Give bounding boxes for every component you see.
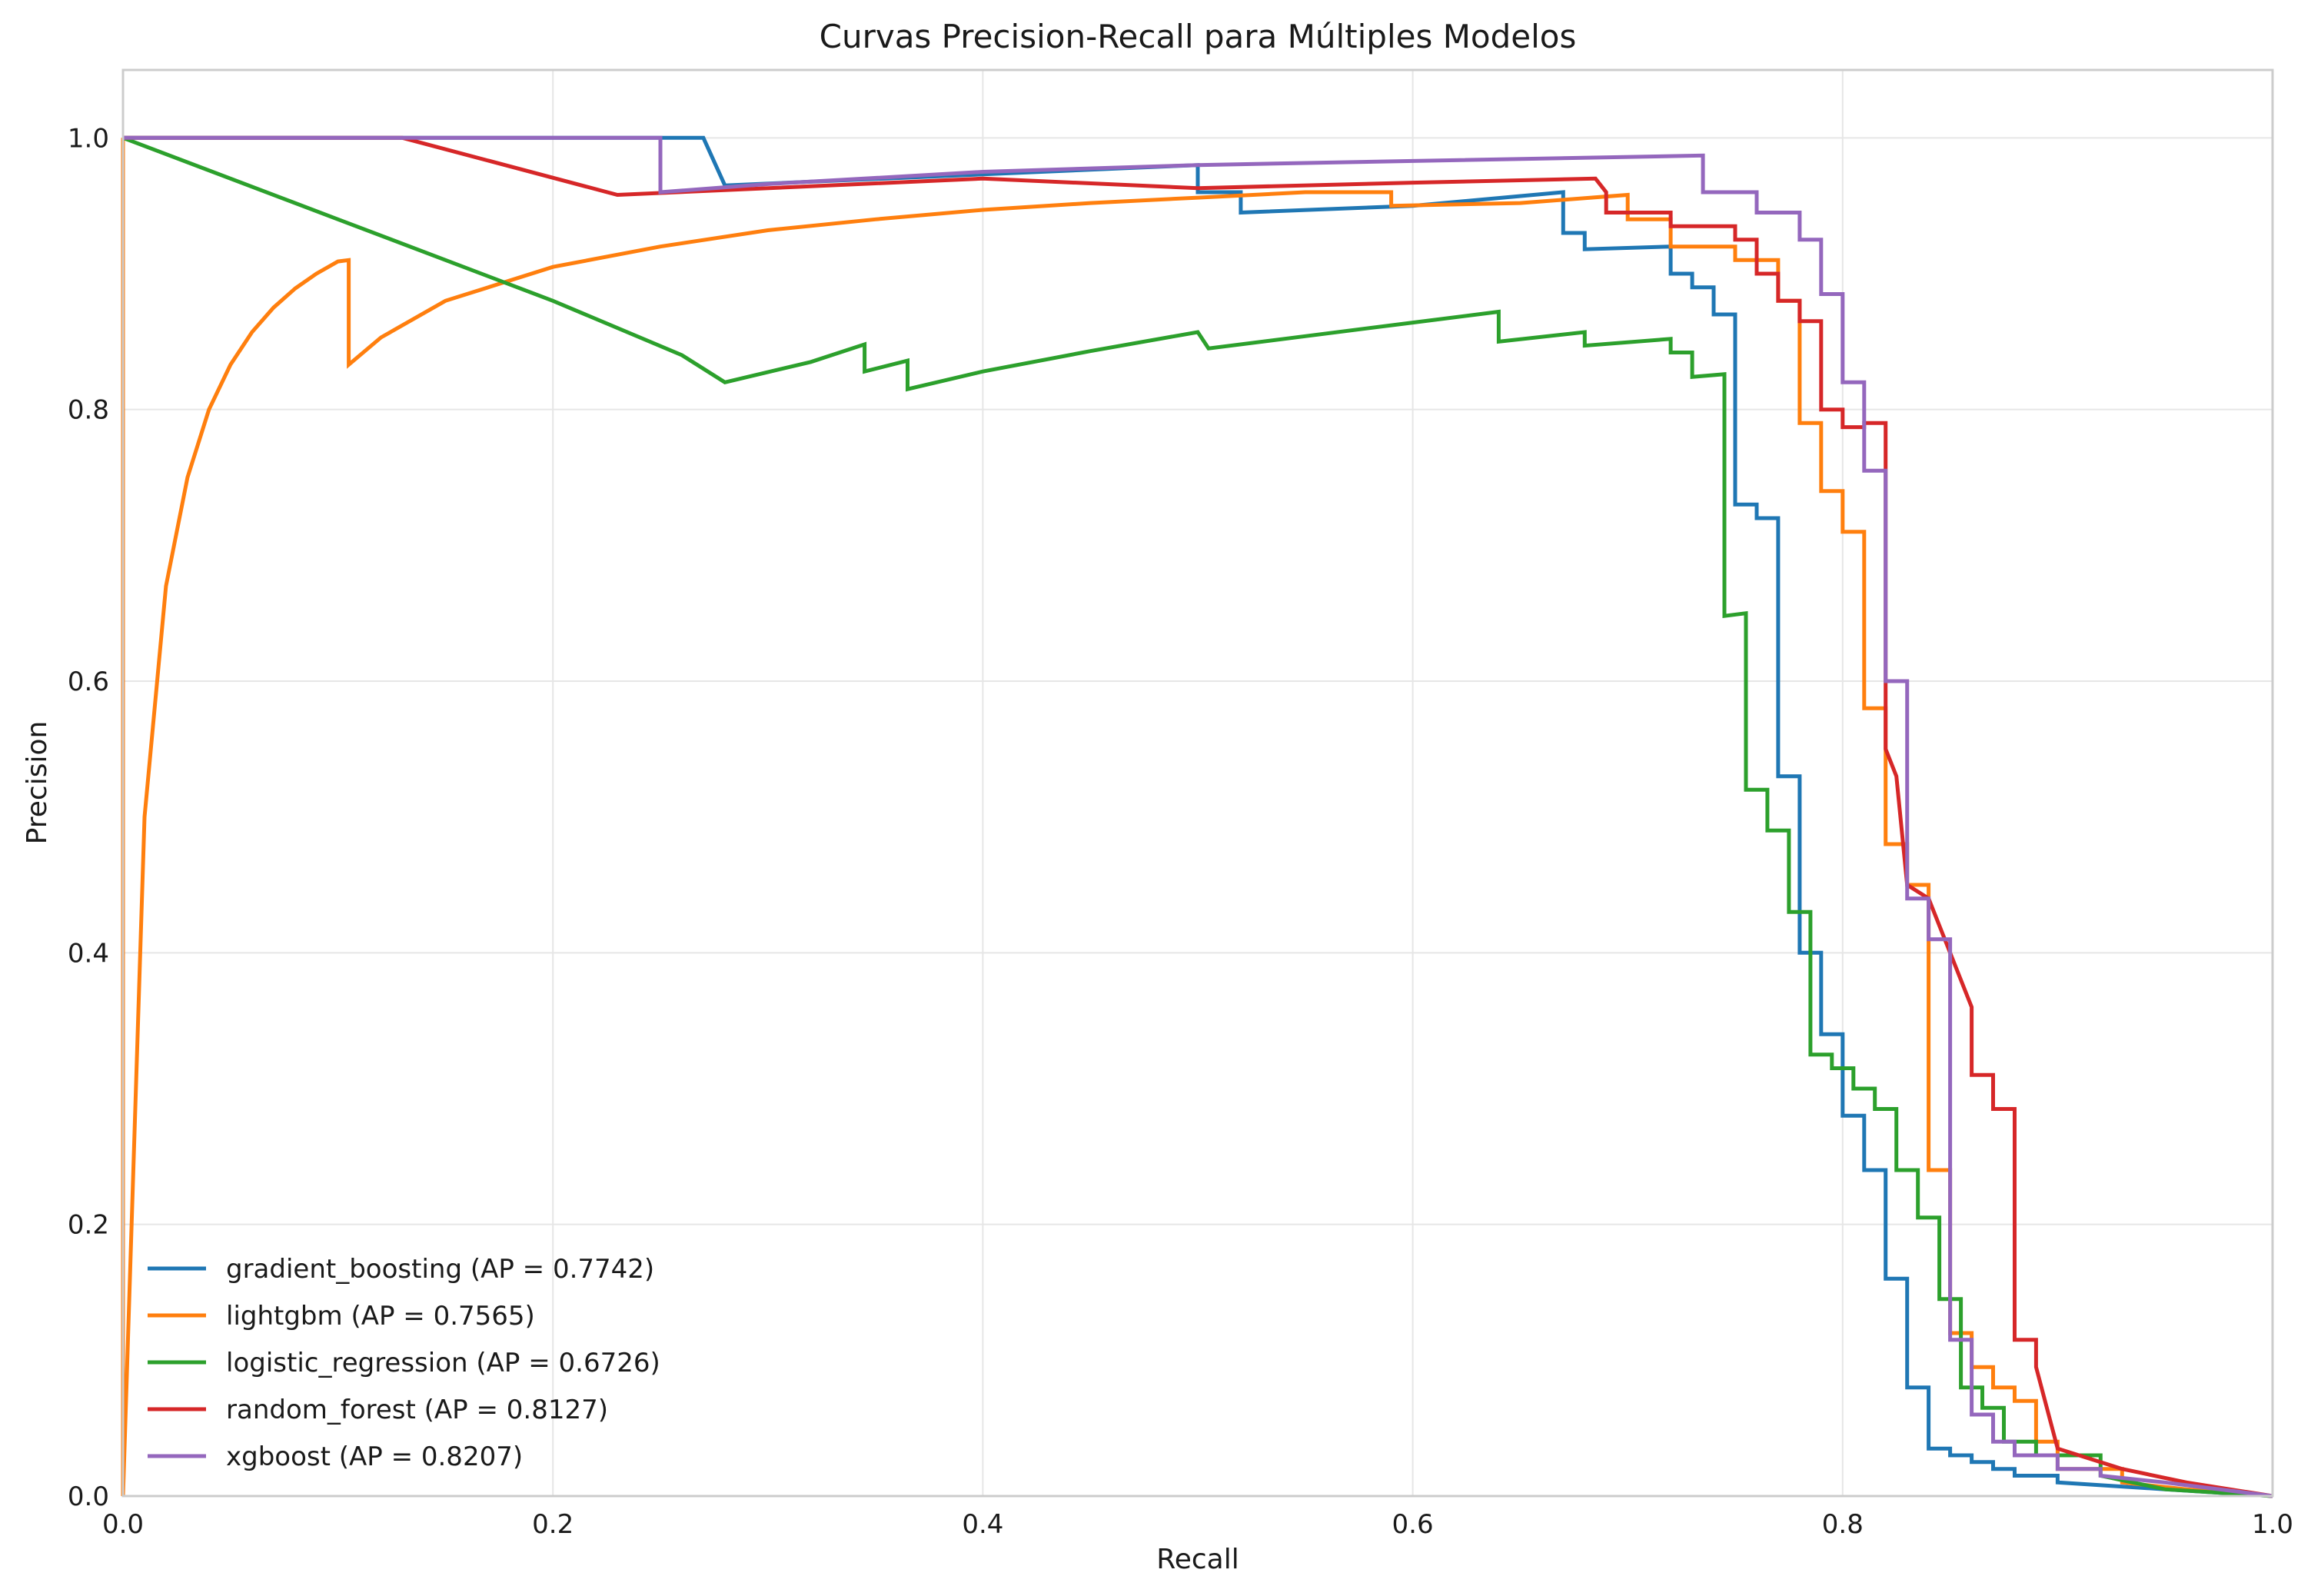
legend-label-2: logistic_regression (AP = 0.6726) bbox=[226, 1348, 660, 1378]
series-line-0 bbox=[123, 135, 2273, 1498]
chart-title: Curvas Precision-Recall para Múltiples M… bbox=[820, 18, 1577, 55]
y-tick-label: 1.0 bbox=[68, 123, 109, 154]
series-line-4 bbox=[123, 135, 2273, 1498]
y-tick-label: 0.4 bbox=[68, 938, 109, 969]
legend: gradient_boosting (AP = 0.7742) lightgbm … bbox=[148, 1254, 660, 1472]
x-axis-label: Recall bbox=[1156, 1544, 1239, 1575]
tick-layer: 0.0 0.2 0.4 0.6 0.8 1.0 0.0 0.2 0.4 0.6 0.8 1.0 bbox=[68, 123, 2293, 1540]
x-tick-label: 0.6 bbox=[1392, 1509, 1434, 1540]
y-tick-label: 0.2 bbox=[68, 1210, 109, 1241]
series-line-3 bbox=[123, 135, 2273, 1498]
x-tick-label: 1.0 bbox=[2252, 1509, 2293, 1540]
y-axis-label: Precision bbox=[22, 721, 53, 845]
y-tick-label: 0.0 bbox=[68, 1481, 109, 1512]
plot-area-frame bbox=[121, 68, 2274, 1498]
x-tick-label: 0.2 bbox=[532, 1509, 574, 1540]
legend-label-0: gradient_boosting (AP = 0.7742) bbox=[226, 1254, 654, 1285]
legend-label-4: xgboost (AP = 0.8207) bbox=[226, 1441, 523, 1472]
x-tick-label: 0.4 bbox=[962, 1509, 1003, 1540]
legend-label-3: random_forest (AP = 0.8127) bbox=[226, 1395, 608, 1425]
y-tick-label: 0.6 bbox=[68, 667, 109, 697]
series-layer bbox=[121, 135, 2273, 1498]
series-line-1 bbox=[121, 138, 2273, 1498]
y-tick-label: 0.8 bbox=[68, 395, 109, 426]
grid-layer bbox=[123, 70, 2273, 1496]
x-tick-label: 0.0 bbox=[102, 1509, 144, 1540]
x-tick-label: 0.8 bbox=[1822, 1509, 1864, 1540]
legend-label-1: lightgbm (AP = 0.7565) bbox=[226, 1301, 535, 1332]
